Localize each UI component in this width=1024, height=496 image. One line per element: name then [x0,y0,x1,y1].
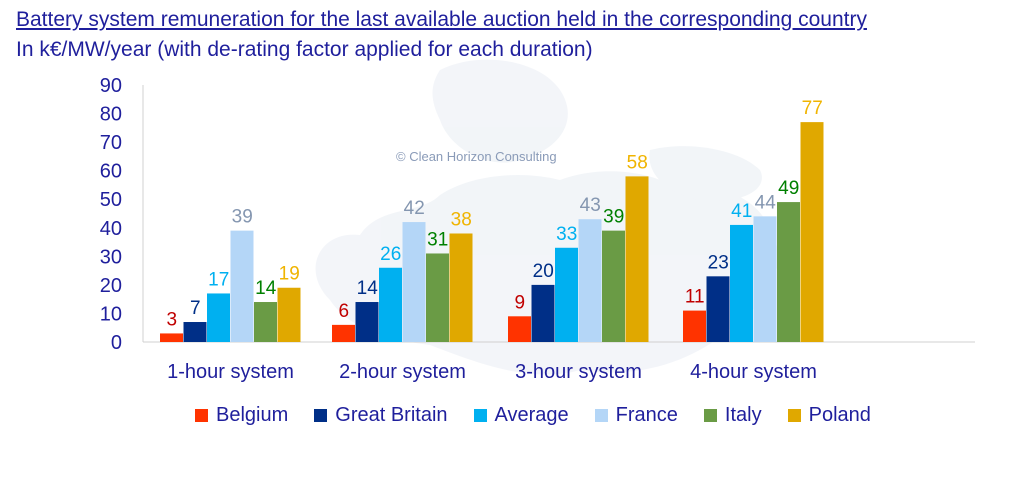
legend-item: France [594,404,678,427]
y-tick-label: 20 [100,275,122,297]
bar-italy [777,202,800,342]
x-category-label: 1-hour system [167,361,294,383]
data-label: 7 [190,298,201,319]
bar-great-britain [183,322,207,342]
bar-poland [800,122,824,342]
data-label: 44 [755,192,777,213]
bar-chart: 0 10 20 30 40 50 60 70 80 90 1-hour system 2-hour s… [100,59,975,383]
legend-label: Italy [724,404,762,426]
data-label: 39 [232,207,253,228]
data-label: 41 [731,201,752,222]
bar-great-britain [355,302,379,342]
x-category-label: 4-hour system [690,361,817,383]
data-label: 26 [380,244,401,265]
legend-item: Poland [787,404,871,427]
legend-label: Belgium [216,404,289,426]
y-tick-label: 0 [111,332,122,354]
data-label: 14 [255,278,277,299]
legend-item: Average [473,404,569,427]
bar-france [578,219,602,342]
data-label: 43 [580,195,601,216]
legend-item: Italy [703,404,762,427]
bar-poland [277,287,301,342]
y-tick-label: 80 [100,104,122,126]
legend-item: Belgium [195,404,288,427]
bar-italy [426,253,449,342]
legend-label: Poland [808,404,871,426]
bar-italy [602,230,625,342]
legend-item: Great Britain [314,404,448,427]
data-label: 38 [451,209,472,230]
data-label: 39 [603,207,624,228]
y-tick-label: 30 [100,246,122,268]
data-label: 31 [427,229,448,250]
x-category-label: 2-hour system [339,361,466,383]
data-label: 11 [685,287,705,308]
bar-france [753,216,777,342]
bar-france [230,230,254,342]
data-label: 23 [708,252,729,273]
data-label: 33 [556,224,577,245]
data-label: 6 [338,301,349,322]
legend-swatch [473,409,487,422]
chart-legend: Belgium Great Britain Average France Italy Po… [195,404,871,427]
chart-subtitle: In k€/MW/year (with de-rating factor app… [16,38,593,61]
bar-average [555,247,578,342]
bar-great-britain [531,284,555,342]
bar-france [402,222,426,342]
y-tick-label: 70 [100,132,122,154]
y-tick-label: 50 [100,189,122,211]
bar-belgium [332,324,355,342]
data-label: 14 [357,278,379,299]
legend-swatch [787,409,801,422]
y-tick-label: 90 [100,75,122,97]
y-tick-label: 60 [100,161,122,183]
bar-poland [625,176,649,342]
data-label: 49 [778,178,799,199]
legend-label: France [615,404,678,426]
data-label: 9 [514,292,525,313]
bar-poland [449,233,473,342]
legend-label: Great Britain [335,404,448,426]
bar-italy [254,302,277,342]
bar-belgium [508,316,531,342]
legend-swatch [314,409,328,422]
bar-average [730,224,753,342]
copyright-watermark: © Clean Horizon Consulting [396,149,557,164]
x-category-label: 3-hour system [515,361,642,383]
bar-average [207,293,230,342]
legend-swatch [703,409,717,422]
data-label: 58 [627,152,648,173]
legend-swatch [594,409,608,422]
bar-average [379,267,402,342]
bar-great-britain [706,276,730,342]
data-label: 77 [802,98,823,119]
legend-swatch [195,409,208,422]
y-tick-label: 40 [100,218,122,240]
chart-title: Battery system remuneration for the last… [16,8,867,31]
data-label: 42 [404,198,425,219]
data-label: 17 [208,269,229,290]
data-label: 3 [166,309,177,330]
y-tick-label: 10 [100,303,122,325]
data-label: 19 [279,264,300,285]
data-label: 20 [533,261,554,282]
bar-belgium [160,333,183,342]
legend-label: Average [494,404,569,426]
bar-belgium [683,310,706,342]
